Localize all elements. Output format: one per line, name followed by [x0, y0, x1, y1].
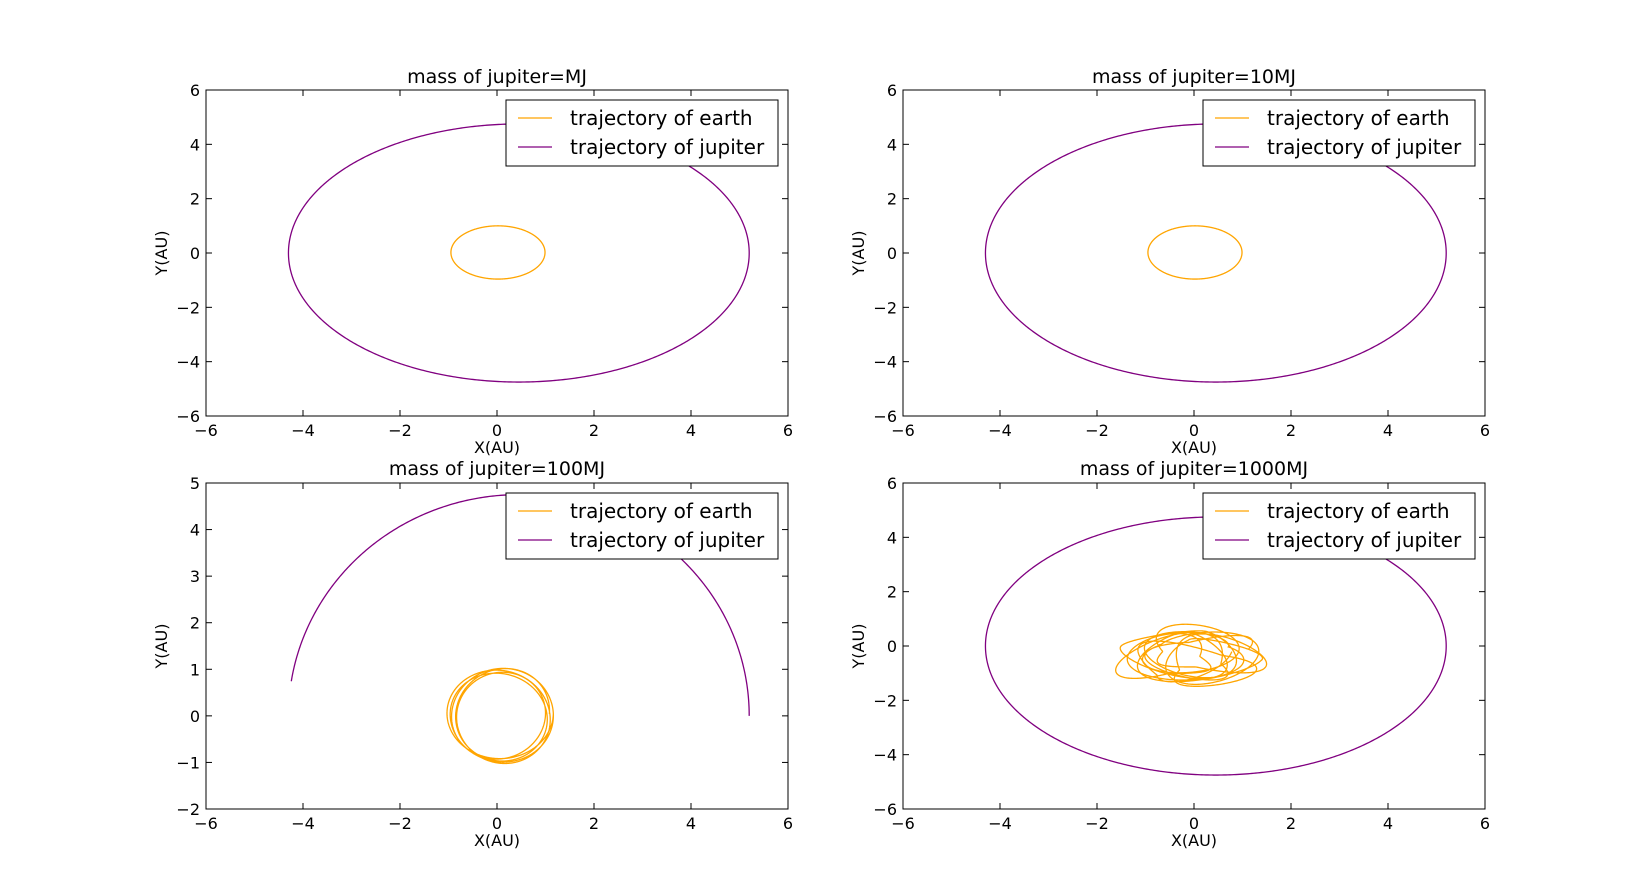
subplot-mj: mass of jupiter=MJ X(AU) Y(AU) −6 −4 −2 0 2 4… — [152, 66, 793, 457]
y-tick-label: 4 — [887, 528, 897, 547]
legend-box — [505, 492, 779, 560]
x-tick-label: 0 — [1189, 421, 1199, 440]
x-axis-label: X(AU) — [1171, 831, 1217, 850]
y-tick-label: −4 — [873, 746, 897, 765]
x-tick-label: 4 — [686, 421, 696, 440]
series-line-trajectory-of-earth — [1147, 225, 1243, 280]
y-axis-label: Y(AU) — [849, 624, 868, 670]
legend-label: trajectory of earth — [570, 499, 753, 523]
x-tick-label: −4 — [291, 814, 315, 833]
y-tick-label: −4 — [873, 353, 897, 372]
legend-label: trajectory of jupiter — [1267, 135, 1462, 159]
y-tick-label: −2 — [176, 298, 200, 317]
y-tick-label: −2 — [873, 298, 897, 317]
subplot-title: mass of jupiter=100MJ — [389, 458, 605, 480]
legend: trajectory of earth trajectory of jupiter — [1202, 99, 1476, 167]
x-tick-label: 6 — [783, 814, 793, 833]
legend: trajectory of earth trajectory of jupiter — [505, 99, 779, 167]
y-axis-label: Y(AU) — [849, 231, 868, 277]
y-tick-label: 3 — [190, 567, 200, 586]
legend-box — [1202, 99, 1476, 167]
y-tick-label: 6 — [190, 81, 200, 100]
legend-box — [505, 99, 779, 167]
y-tick-label: 2 — [887, 190, 897, 209]
x-tick-label: −6 — [194, 814, 218, 833]
y-tick-label: −1 — [176, 753, 200, 772]
x-tick-label: 0 — [492, 421, 502, 440]
y-tick-label: 0 — [190, 244, 200, 263]
x-tick-label: −4 — [988, 421, 1012, 440]
y-tick-label: 1 — [190, 660, 200, 679]
subplot-100mj: mass of jupiter=100MJ X(AU) Y(AU) −6 −4 −2… — [152, 458, 793, 850]
legend: trajectory of earth trajectory of jupiter — [505, 492, 779, 560]
y-tick-label: −6 — [176, 407, 200, 426]
legend-label: trajectory of jupiter — [570, 528, 765, 552]
x-tick-label: 6 — [1480, 814, 1490, 833]
y-tick-label: −2 — [176, 800, 200, 819]
x-tick-label: 0 — [1189, 814, 1199, 833]
y-tick-label: 0 — [887, 244, 897, 263]
x-axis-label: X(AU) — [474, 438, 520, 457]
y-axis-label: Y(AU) — [152, 624, 171, 670]
x-tick-label: 6 — [1480, 421, 1490, 440]
subplot-title: mass of jupiter=10MJ — [1092, 66, 1296, 88]
legend-label: trajectory of earth — [1267, 106, 1450, 130]
y-tick-label: 5 — [190, 474, 200, 493]
y-tick-label: 6 — [887, 474, 897, 493]
legend-label: trajectory of earth — [570, 106, 753, 130]
y-tick-label: −6 — [873, 407, 897, 426]
x-tick-label: 4 — [686, 814, 696, 833]
y-tick-label: −2 — [873, 691, 897, 710]
x-tick-label: 2 — [1286, 421, 1296, 440]
y-tick-label: 4 — [887, 135, 897, 154]
legend: trajectory of earth trajectory of jupiter — [1202, 492, 1476, 560]
subplot-title: mass of jupiter=1000MJ — [1080, 458, 1308, 480]
y-tick-label: −6 — [873, 800, 897, 819]
y-tick-label: 0 — [887, 637, 897, 656]
y-tick-label: 6 — [887, 81, 897, 100]
x-axis-label: X(AU) — [1171, 438, 1217, 457]
y-tick-label: −4 — [176, 353, 200, 372]
x-tick-label: −2 — [388, 421, 412, 440]
y-axis-label: Y(AU) — [152, 231, 171, 277]
legend-label: trajectory of earth — [1267, 499, 1450, 523]
x-tick-label: 2 — [589, 421, 599, 440]
x-tick-label: −2 — [1085, 814, 1109, 833]
x-tick-label: 6 — [783, 421, 793, 440]
y-tick-label: 4 — [190, 521, 200, 540]
x-tick-label: 2 — [589, 814, 599, 833]
x-tick-label: 2 — [1286, 814, 1296, 833]
x-tick-label: 4 — [1383, 421, 1393, 440]
x-tick-label: −2 — [1085, 421, 1109, 440]
y-tick-label: 2 — [190, 614, 200, 633]
y-tick-label: 4 — [190, 135, 200, 154]
legend-box — [1202, 492, 1476, 560]
y-tick-label: 2 — [887, 583, 897, 602]
x-tick-label: −6 — [194, 421, 218, 440]
legend-label: trajectory of jupiter — [1267, 528, 1462, 552]
series-line-trajectory-of-earth — [450, 225, 546, 280]
series-line-trajectory-of-earth — [1115, 623, 1268, 687]
x-tick-label: −6 — [891, 421, 915, 440]
subplot-1000mj: mass of jupiter=1000MJ X(AU) Y(AU) −6 −4 −… — [849, 458, 1490, 850]
subplot-10mj: mass of jupiter=10MJ X(AU) Y(AU) −6 −4 −2 0… — [849, 66, 1490, 457]
x-tick-label: −4 — [291, 421, 315, 440]
x-axis-label: X(AU) — [474, 831, 520, 850]
series-line-trajectory-of-earth — [446, 667, 555, 765]
y-tick-label: 2 — [190, 190, 200, 209]
y-tick-label: 0 — [190, 707, 200, 726]
x-tick-label: −4 — [988, 814, 1012, 833]
x-tick-label: −2 — [388, 814, 412, 833]
subplot-title: mass of jupiter=MJ — [407, 66, 587, 88]
x-tick-label: 4 — [1383, 814, 1393, 833]
legend-label: trajectory of jupiter — [570, 135, 765, 159]
x-tick-label: 0 — [492, 814, 502, 833]
x-tick-label: −6 — [891, 814, 915, 833]
